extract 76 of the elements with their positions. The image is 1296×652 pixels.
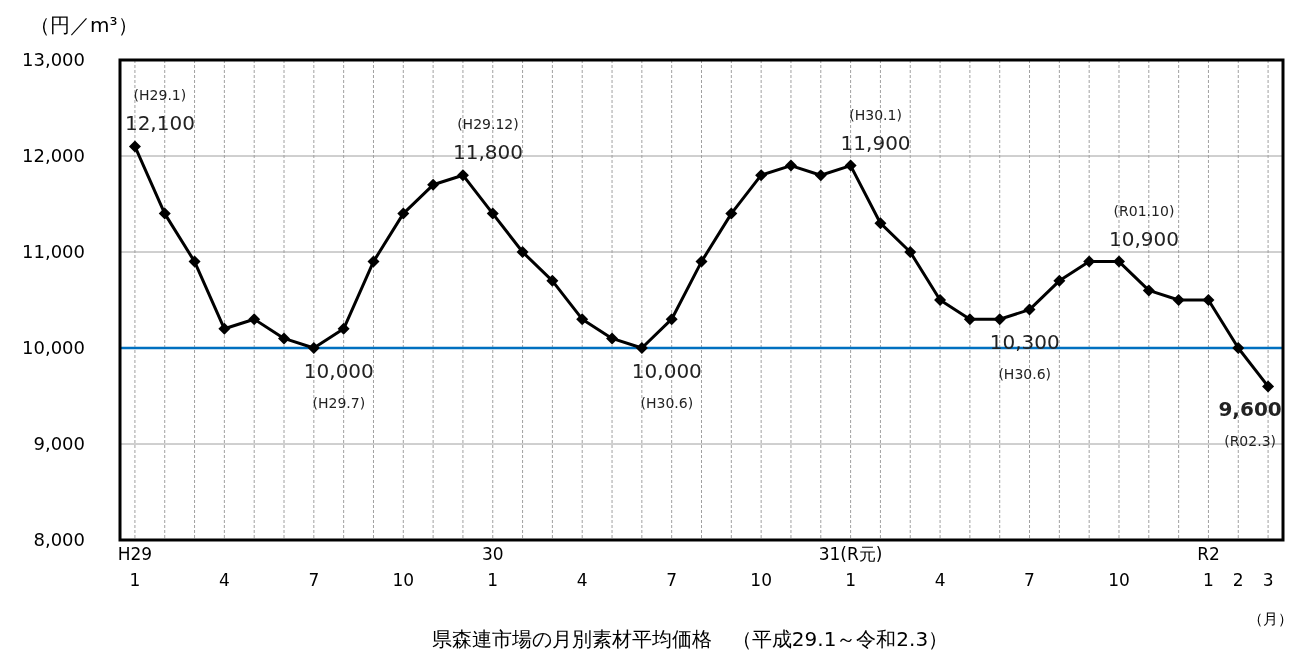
point [158, 207, 171, 220]
point [1142, 284, 1155, 297]
point [1172, 294, 1185, 306]
point [188, 255, 201, 268]
point [725, 207, 738, 220]
x-tick-label: 7 [666, 570, 678, 590]
point [128, 140, 141, 153]
y-tick-label: 11,000 [22, 241, 85, 262]
x-tick-label: H29 1 [117, 544, 153, 590]
data-label: 12,100 [124, 111, 195, 136]
data-label: 10,000 [303, 359, 374, 383]
annotation: (H30.6) [998, 366, 1052, 383]
point [1202, 294, 1215, 306]
x-tick-label: 3 [1262, 570, 1274, 590]
point [576, 313, 589, 326]
point [1232, 342, 1245, 354]
x-tick-label: 4 [934, 570, 946, 590]
point [546, 274, 559, 287]
annotation: (H30.1) [849, 106, 902, 123]
point [278, 332, 291, 345]
point [1262, 380, 1275, 393]
point [248, 313, 261, 326]
annotation: (R01.10) [1113, 202, 1175, 219]
data-label: 10,900 [1108, 226, 1179, 251]
y-tick-label: 10,000 [22, 337, 85, 358]
y-tick-label: 13,000 [22, 49, 85, 70]
point [1053, 274, 1066, 287]
text: 県森連市場の月別素材平均価格 （平成29.1～令和2.3） [431, 627, 949, 651]
annotation: (H29.1) [133, 87, 187, 104]
point [307, 342, 320, 354]
x-tick-label: 4 [576, 570, 588, 590]
point [367, 255, 380, 268]
point [874, 217, 887, 230]
x-tick-label: 31(R元) 1 [818, 544, 883, 590]
point [635, 342, 648, 354]
data-label: 9,600 [1218, 397, 1282, 422]
annotation: (H29.12) [457, 116, 519, 133]
point [1023, 303, 1036, 316]
x-tick-label: 10 [750, 570, 772, 590]
data-label: 11,900 [840, 130, 911, 155]
x-tick-label: 30 1 [481, 544, 504, 590]
y-tick-label: 9,000 [33, 433, 85, 454]
point [814, 169, 827, 182]
annotation: (H30.6) [640, 395, 694, 411]
point [963, 313, 976, 326]
point [784, 159, 797, 172]
point [993, 313, 1006, 326]
point [665, 313, 678, 326]
point [218, 322, 231, 335]
data-label: 10,000 [631, 359, 702, 383]
point [456, 169, 469, 182]
y-tick-label: 12,000 [22, 145, 85, 166]
x-axis-title: （月） [1247, 610, 1293, 628]
x-tick-label: 10 [1108, 570, 1130, 590]
point [934, 294, 947, 306]
x-tick-label: 10 [392, 570, 415, 590]
point [337, 322, 350, 335]
x-tick-label: 4 [218, 570, 230, 590]
x-tick-label: R2 1 [1197, 544, 1220, 590]
y-tick-label: 8,000 [33, 529, 85, 550]
y-axis-title: （円／m³） [30, 13, 138, 37]
point [844, 159, 857, 172]
x-tick-label: 7 [1024, 570, 1035, 590]
point [695, 255, 708, 268]
x-tick-label: 2 [1232, 570, 1244, 590]
point [427, 178, 440, 191]
data-label: 11,800 [452, 140, 523, 165]
point [397, 207, 410, 220]
point [755, 169, 768, 182]
point [486, 207, 499, 220]
x-tick-label: 7 [308, 570, 320, 590]
point [904, 246, 917, 258]
annotation: (H29.7) [312, 395, 366, 411]
annotation: (R02.3) [1224, 433, 1276, 450]
point [516, 246, 529, 258]
point [606, 332, 619, 345]
